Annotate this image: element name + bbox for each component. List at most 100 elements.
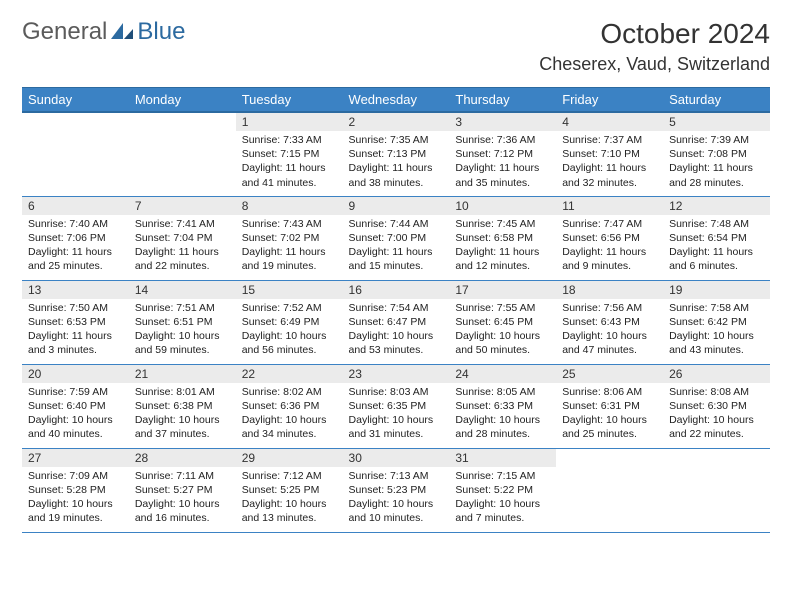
day-info: Sunrise: 7:58 AMSunset: 6:42 PMDaylight:… [663,299,770,361]
weekday-header: Thursday [449,88,556,112]
calendar-cell: 7Sunrise: 7:41 AMSunset: 7:04 PMDaylight… [129,196,236,280]
day-info: Sunrise: 7:51 AMSunset: 6:51 PMDaylight:… [129,299,236,361]
day-info: Sunrise: 7:48 AMSunset: 6:54 PMDaylight:… [663,215,770,277]
day-info: Sunrise: 8:05 AMSunset: 6:33 PMDaylight:… [449,383,556,445]
day-info: Sunrise: 7:37 AMSunset: 7:10 PMDaylight:… [556,131,663,193]
day-info: Sunrise: 8:01 AMSunset: 6:38 PMDaylight:… [129,383,236,445]
weekday-header: Monday [129,88,236,112]
day-number: 7 [129,197,236,215]
calendar-cell: 5Sunrise: 7:39 AMSunset: 7:08 PMDaylight… [663,112,770,196]
calendar-cell: 23Sunrise: 8:03 AMSunset: 6:35 PMDayligh… [343,364,450,448]
day-number: 6 [22,197,129,215]
day-info: Sunrise: 7:59 AMSunset: 6:40 PMDaylight:… [22,383,129,445]
day-number: 3 [449,113,556,131]
calendar-cell: 25Sunrise: 8:06 AMSunset: 6:31 PMDayligh… [556,364,663,448]
calendar-cell: 12Sunrise: 7:48 AMSunset: 6:54 PMDayligh… [663,196,770,280]
day-info: Sunrise: 7:52 AMSunset: 6:49 PMDaylight:… [236,299,343,361]
calendar-cell: 19Sunrise: 7:58 AMSunset: 6:42 PMDayligh… [663,280,770,364]
calendar-cell [556,448,663,532]
day-number: 30 [343,449,450,467]
weekday-header-row: SundayMondayTuesdayWednesdayThursdayFrid… [22,88,770,112]
day-info: Sunrise: 7:50 AMSunset: 6:53 PMDaylight:… [22,299,129,361]
calendar-table: SundayMondayTuesdayWednesdayThursdayFrid… [22,88,770,533]
calendar-cell: 8Sunrise: 7:43 AMSunset: 7:02 PMDaylight… [236,196,343,280]
day-number: 26 [663,365,770,383]
weekday-header: Sunday [22,88,129,112]
day-info: Sunrise: 7:40 AMSunset: 7:06 PMDaylight:… [22,215,129,277]
title-block: October 2024 Cheserex, Vaud, Switzerland [539,18,770,75]
calendar-cell: 17Sunrise: 7:55 AMSunset: 6:45 PMDayligh… [449,280,556,364]
day-number: 27 [22,449,129,467]
day-info: Sunrise: 7:54 AMSunset: 6:47 PMDaylight:… [343,299,450,361]
day-number: 25 [556,365,663,383]
calendar-cell: 29Sunrise: 7:12 AMSunset: 5:25 PMDayligh… [236,448,343,532]
calendar-cell: 13Sunrise: 7:50 AMSunset: 6:53 PMDayligh… [22,280,129,364]
day-number: 4 [556,113,663,131]
calendar-cell: 10Sunrise: 7:45 AMSunset: 6:58 PMDayligh… [449,196,556,280]
day-info: Sunrise: 8:08 AMSunset: 6:30 PMDaylight:… [663,383,770,445]
calendar-row: 6Sunrise: 7:40 AMSunset: 7:06 PMDaylight… [22,196,770,280]
day-info: Sunrise: 7:43 AMSunset: 7:02 PMDaylight:… [236,215,343,277]
day-number: 14 [129,281,236,299]
calendar-cell: 15Sunrise: 7:52 AMSunset: 6:49 PMDayligh… [236,280,343,364]
calendar-cell: 28Sunrise: 7:11 AMSunset: 5:27 PMDayligh… [129,448,236,532]
day-number: 19 [663,281,770,299]
calendar-cell [129,112,236,196]
day-info: Sunrise: 7:33 AMSunset: 7:15 PMDaylight:… [236,131,343,193]
calendar-cell: 2Sunrise: 7:35 AMSunset: 7:13 PMDaylight… [343,112,450,196]
calendar-cell: 24Sunrise: 8:05 AMSunset: 6:33 PMDayligh… [449,364,556,448]
day-info: Sunrise: 7:39 AMSunset: 7:08 PMDaylight:… [663,131,770,193]
calendar-cell: 30Sunrise: 7:13 AMSunset: 5:23 PMDayligh… [343,448,450,532]
day-number: 18 [556,281,663,299]
day-number: 12 [663,197,770,215]
day-number: 9 [343,197,450,215]
calendar-cell: 3Sunrise: 7:36 AMSunset: 7:12 PMDaylight… [449,112,556,196]
day-number: 17 [449,281,556,299]
brand-text-general: General [22,18,107,46]
day-info: Sunrise: 8:02 AMSunset: 6:36 PMDaylight:… [236,383,343,445]
weekday-header: Tuesday [236,88,343,112]
calendar-cell: 20Sunrise: 7:59 AMSunset: 6:40 PMDayligh… [22,364,129,448]
day-number: 28 [129,449,236,467]
day-info: Sunrise: 7:45 AMSunset: 6:58 PMDaylight:… [449,215,556,277]
calendar-cell: 9Sunrise: 7:44 AMSunset: 7:00 PMDaylight… [343,196,450,280]
location-text: Cheserex, Vaud, Switzerland [539,54,770,75]
brand-text-blue: Blue [137,18,185,46]
header: General Blue October 2024 Cheserex, Vaud… [22,18,770,75]
calendar-cell: 21Sunrise: 8:01 AMSunset: 6:38 PMDayligh… [129,364,236,448]
calendar-row: 13Sunrise: 7:50 AMSunset: 6:53 PMDayligh… [22,280,770,364]
calendar-row: 20Sunrise: 7:59 AMSunset: 6:40 PMDayligh… [22,364,770,448]
day-number: 11 [556,197,663,215]
calendar-cell: 16Sunrise: 7:54 AMSunset: 6:47 PMDayligh… [343,280,450,364]
day-info: Sunrise: 7:12 AMSunset: 5:25 PMDaylight:… [236,467,343,529]
day-number: 15 [236,281,343,299]
calendar-cell [22,112,129,196]
day-number: 16 [343,281,450,299]
brand-sail-icon [109,21,135,43]
day-info: Sunrise: 7:47 AMSunset: 6:56 PMDaylight:… [556,215,663,277]
day-number: 20 [22,365,129,383]
day-number: 29 [236,449,343,467]
calendar-cell [663,448,770,532]
calendar-cell: 27Sunrise: 7:09 AMSunset: 5:28 PMDayligh… [22,448,129,532]
calendar-row: 1Sunrise: 7:33 AMSunset: 7:15 PMDaylight… [22,112,770,196]
day-number: 31 [449,449,556,467]
day-info: Sunrise: 7:35 AMSunset: 7:13 PMDaylight:… [343,131,450,193]
calendar-cell: 11Sunrise: 7:47 AMSunset: 6:56 PMDayligh… [556,196,663,280]
calendar-row: 27Sunrise: 7:09 AMSunset: 5:28 PMDayligh… [22,448,770,532]
calendar-cell: 14Sunrise: 7:51 AMSunset: 6:51 PMDayligh… [129,280,236,364]
day-number: 1 [236,113,343,131]
day-number: 10 [449,197,556,215]
day-info: Sunrise: 7:55 AMSunset: 6:45 PMDaylight:… [449,299,556,361]
day-number: 21 [129,365,236,383]
day-number: 8 [236,197,343,215]
calendar-cell: 1Sunrise: 7:33 AMSunset: 7:15 PMDaylight… [236,112,343,196]
day-number: 5 [663,113,770,131]
day-number: 23 [343,365,450,383]
day-info: Sunrise: 7:44 AMSunset: 7:00 PMDaylight:… [343,215,450,277]
page-title: October 2024 [539,18,770,50]
calendar-body: 1Sunrise: 7:33 AMSunset: 7:15 PMDaylight… [22,112,770,532]
day-info: Sunrise: 7:13 AMSunset: 5:23 PMDaylight:… [343,467,450,529]
weekday-header: Saturday [663,88,770,112]
day-info: Sunrise: 7:56 AMSunset: 6:43 PMDaylight:… [556,299,663,361]
